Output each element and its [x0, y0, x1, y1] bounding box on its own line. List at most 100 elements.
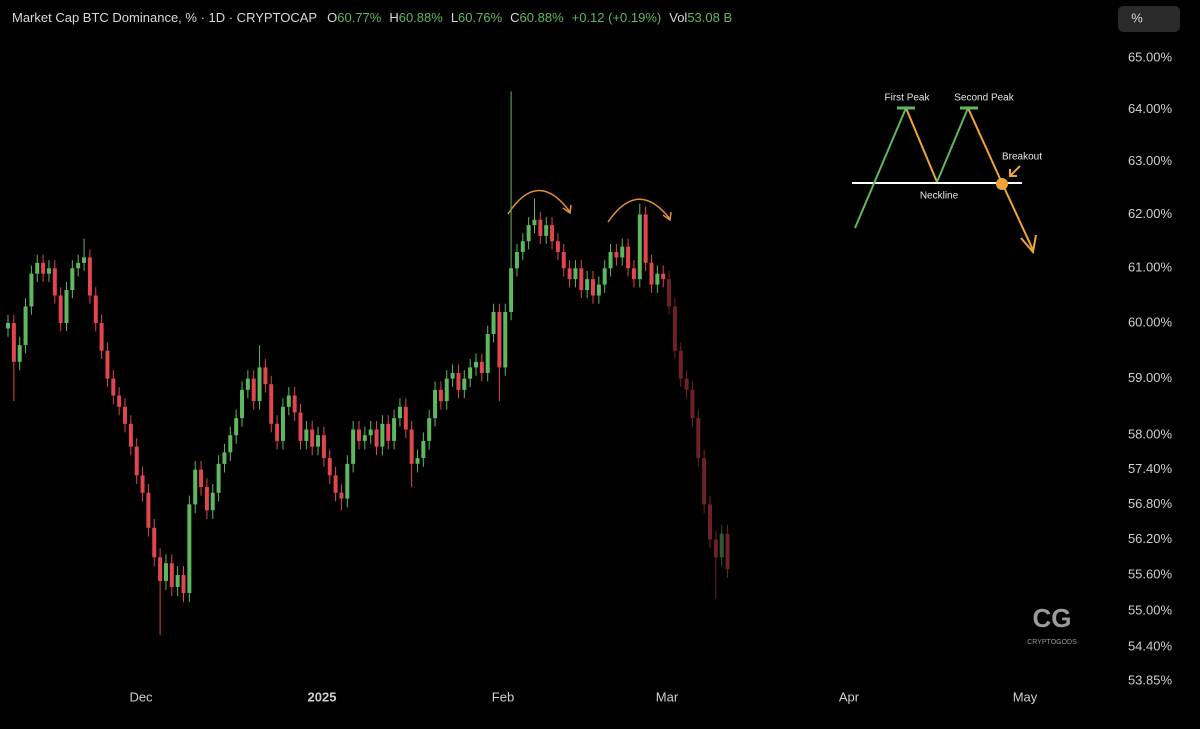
candle-body — [608, 252, 613, 269]
candle-body — [684, 378, 689, 390]
candle-body — [357, 429, 361, 441]
watermark-name: CRYPTOGODS — [1027, 639, 1077, 646]
candle-body — [509, 268, 514, 312]
candle-body — [362, 435, 367, 441]
candle-body — [591, 279, 595, 296]
volume-label: Vol — [669, 10, 687, 25]
candle-body — [292, 395, 297, 413]
y-tick-label: 55.00% — [1128, 602, 1173, 617]
annotation: Breakout — [1002, 152, 1042, 163]
x-tick-label: May — [1013, 689, 1038, 704]
button-label[interactable]: % — [1131, 10, 1143, 25]
candle-body — [725, 533, 730, 570]
candle-body — [327, 458, 332, 476]
arc — [507, 189, 571, 215]
change: +0.12 (+0.19%) — [572, 10, 662, 25]
x-tick-label: Mar — [656, 689, 679, 704]
candle-body — [386, 423, 391, 441]
arc-head — [662, 211, 672, 222]
ohlc-value: 60.88% — [399, 10, 444, 25]
candle-body — [567, 268, 572, 280]
candle-body — [286, 395, 291, 407]
candle-body — [479, 361, 484, 374]
candle-body — [216, 463, 221, 493]
candle-body — [275, 423, 280, 441]
candle-body — [35, 262, 40, 274]
candle-body — [433, 389, 438, 419]
candle-body — [719, 533, 724, 558]
ohlc-value: 60.76% — [458, 10, 503, 25]
candle-body — [690, 389, 695, 419]
y-tick-label: 64.00% — [1128, 101, 1173, 116]
ohlc-label: O — [327, 10, 337, 25]
y-tick-label: 61.00% — [1128, 260, 1173, 275]
candle-body — [602, 268, 607, 285]
scale-button[interactable]: % — [1118, 6, 1180, 32]
candle-body — [58, 295, 63, 323]
candle-body — [368, 429, 373, 436]
annotation: First Peak — [884, 93, 930, 104]
candle-body — [234, 418, 239, 436]
candle-body — [146, 492, 151, 528]
candle-body — [76, 262, 81, 269]
x-tick-label: Feb — [492, 689, 514, 704]
candle-body — [128, 423, 133, 447]
candle-body — [561, 252, 566, 269]
candle-body — [29, 273, 34, 307]
candle-body — [93, 295, 98, 323]
candle-body — [415, 458, 420, 464]
candle-body — [64, 290, 69, 323]
candle-body — [6, 322, 10, 329]
candle-body — [321, 435, 326, 459]
candle-body — [544, 225, 549, 236]
candle-body — [123, 406, 127, 424]
candle-body — [41, 262, 46, 274]
ohlc-label: C — [510, 10, 519, 25]
candle-body — [304, 429, 309, 441]
y-tick-label: 60.00% — [1128, 314, 1173, 329]
pattern-line — [905, 107, 938, 183]
candle-body — [204, 486, 209, 511]
y-tick-label: 53.85% — [1128, 672, 1173, 687]
candle-body — [333, 475, 338, 493]
volume: 53.08 B — [687, 10, 732, 25]
x-tick-label: Apr — [839, 689, 860, 704]
button-bg[interactable] — [1118, 6, 1180, 32]
candle-body — [491, 311, 496, 335]
candle-body — [696, 418, 701, 459]
candle-body — [222, 452, 227, 464]
candle-body — [228, 435, 233, 453]
candle-body — [257, 367, 262, 402]
candle-body — [661, 273, 666, 280]
candle-body — [438, 389, 443, 402]
ohlc-value: 60.77% — [337, 10, 382, 25]
y-tick-label: 56.80% — [1128, 496, 1173, 511]
candle-body — [427, 418, 432, 441]
candle-body — [280, 406, 285, 441]
candle-body — [46, 268, 51, 274]
candle-body — [169, 563, 174, 587]
candle-body — [526, 225, 531, 242]
candle-body — [550, 225, 555, 242]
y-tick-label: 57.40% — [1128, 461, 1173, 476]
y-tick-label: 58.00% — [1128, 427, 1173, 442]
candle-body — [514, 252, 519, 269]
x-tick-label: 2025 — [308, 689, 337, 704]
candle-body — [339, 492, 344, 499]
candle-body — [585, 279, 590, 291]
candle-body — [17, 345, 22, 362]
candle-body — [667, 279, 672, 307]
candle-body — [298, 412, 303, 441]
ohlc-label: L — [451, 10, 458, 25]
candle-body — [596, 284, 601, 296]
candle-body — [310, 429, 315, 447]
candle-body — [655, 273, 660, 285]
breakout-dot — [996, 178, 1008, 190]
annotation: Neckline — [920, 191, 959, 202]
candle-body — [620, 246, 625, 258]
candle-body — [163, 563, 168, 582]
candle-body — [468, 367, 473, 379]
candle-body — [649, 262, 654, 285]
candle-body — [579, 268, 584, 291]
